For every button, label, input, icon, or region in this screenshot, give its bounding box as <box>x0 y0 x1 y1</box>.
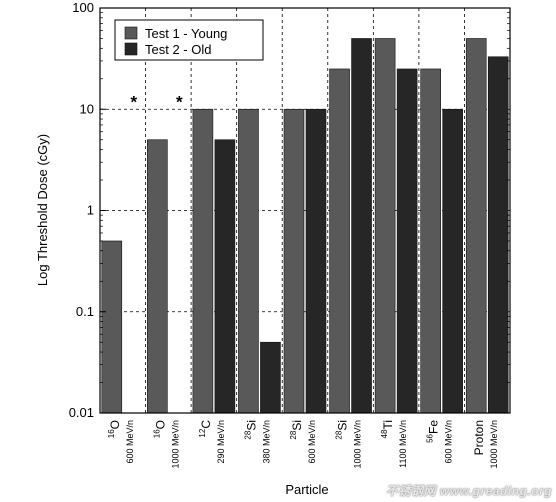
legend-label: Test 1 - Young <box>145 26 227 41</box>
annotation-star: * <box>176 92 183 111</box>
bar-test1 <box>420 68 441 414</box>
x-category-label: 56Fe <box>426 420 441 443</box>
x-category-label: 48Ti <box>380 420 395 438</box>
bar-test2 <box>351 38 372 414</box>
x-category-energy: 600 MeV/n <box>125 420 135 464</box>
y-axis-title: Log Threshold Dose (cGy) <box>35 134 50 286</box>
bar-test1 <box>374 38 396 414</box>
legend-swatch <box>124 26 138 40</box>
bars <box>101 38 509 414</box>
x-category-energy: 600 MeV/n <box>444 420 454 464</box>
x-category-energy: 1000 MeV/n <box>489 420 499 469</box>
bar-test1 <box>101 240 123 414</box>
bar-test1 <box>329 68 350 414</box>
x-category-energy: 600 MeV/n <box>307 420 317 464</box>
y-tick-label: 1 <box>87 203 94 218</box>
bar-test1 <box>147 139 168 414</box>
y-tick-label: 0.1 <box>76 304 94 319</box>
x-category-energy: 1000 MeV/n <box>170 420 180 469</box>
legend-swatch <box>124 42 138 56</box>
bar-test2 <box>214 139 236 414</box>
x-axis-title: Particle <box>285 482 328 497</box>
x-category-label: 28Si <box>289 420 304 440</box>
bar-test1 <box>192 108 214 414</box>
bar-test1 <box>238 108 259 414</box>
y-axis-ticks: 0.01 0.1 1 10 100 <box>69 0 510 420</box>
x-category-energy: 290 MeV/n <box>216 420 226 464</box>
x-category-label: 28Si <box>243 420 258 440</box>
legend-label: Test 2 - Old <box>145 42 211 57</box>
x-category-energy: 1100 MeV/n <box>398 420 408 468</box>
bar-test2 <box>260 341 281 414</box>
bar-test1 <box>465 38 487 414</box>
x-category-label: Proton <box>472 420 486 455</box>
bar-test2 <box>442 108 463 414</box>
annotations: * * <box>130 92 183 111</box>
x-category-label: 16O <box>107 420 122 438</box>
grid-lines <box>100 8 510 413</box>
x-category-label: 12C <box>198 420 213 438</box>
bar-test2 <box>396 68 418 414</box>
x-category-energy: 380 MeV/n <box>261 420 271 464</box>
x-category-energy: 1000 MeV/n <box>353 420 363 469</box>
x-axis-labels: 16O 600 MeV/n 16O 1000 MeV/n 12C 290 MeV/n 28S… <box>107 420 499 469</box>
x-category-label: 16O <box>152 420 167 438</box>
bar-test2 <box>305 108 327 414</box>
y-tick-label: 100 <box>72 0 94 15</box>
bar-test1 <box>283 108 305 414</box>
legend-box <box>114 19 264 61</box>
watermark-text: 不锈钢网 www.greading.org <box>385 484 552 498</box>
bar-test2 <box>487 56 509 414</box>
y-tick-label: 0.01 <box>69 405 94 420</box>
y-tick-label: 10 <box>80 101 94 116</box>
annotation-star: * <box>130 92 137 111</box>
x-category-label: 28Si <box>335 420 350 440</box>
